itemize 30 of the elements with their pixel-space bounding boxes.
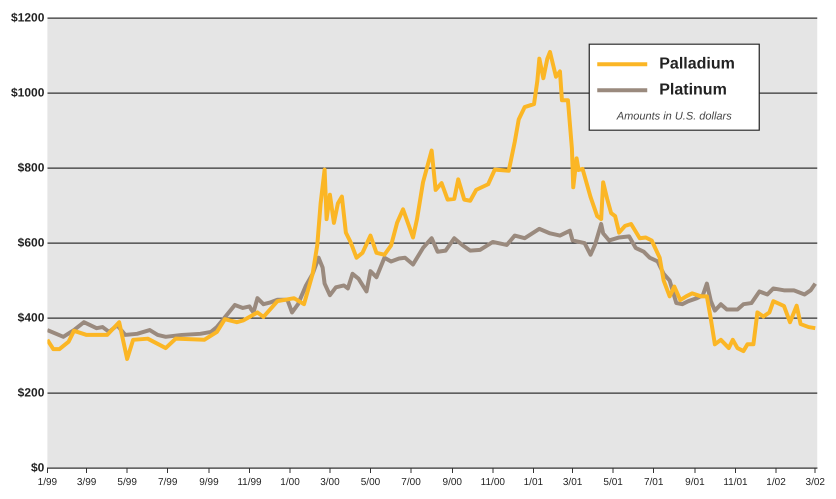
y-tick-label: $600 xyxy=(18,235,45,250)
x-tick-label: 11/99 xyxy=(237,476,262,488)
annotation: Amounts in U.S. dollars xyxy=(616,110,732,122)
x-tick-label: 3/01 xyxy=(562,476,583,488)
y-tick-label: $200 xyxy=(18,385,45,400)
x-tick-label: 7/00 xyxy=(401,476,422,488)
y-tick-label: $800 xyxy=(18,160,45,174)
x-tick-label: 1/01 xyxy=(524,476,544,488)
x-tick-label: 3/00 xyxy=(320,476,340,488)
x-tick-label: 7/99 xyxy=(158,476,178,488)
x-tick-label: 5/01 xyxy=(603,476,624,488)
y-tick-label: $400 xyxy=(18,310,45,324)
y-tick-label: $1200 xyxy=(10,10,45,25)
x-tick-label: 5/99 xyxy=(117,476,138,488)
y-tick-label: $1000 xyxy=(10,85,45,100)
x-tick-label: 9/00 xyxy=(442,476,462,488)
x-tick-label: 5/00 xyxy=(360,476,381,488)
x-tick-label: 3/02 xyxy=(806,476,826,488)
x-tick-label: 9/99 xyxy=(199,476,220,488)
y-tick-label: $0 xyxy=(31,460,45,474)
x-tick-label: 3/99 xyxy=(76,476,97,488)
x-tick-label: 1/02 xyxy=(766,476,786,488)
x-tick-label: 9/01 xyxy=(685,476,706,488)
legend-label: Platinum xyxy=(659,82,727,99)
x-tick-label: 1/00 xyxy=(280,476,300,488)
x-tick-label: 11/00 xyxy=(480,476,506,488)
legend-label: Palladium xyxy=(659,56,735,73)
x-tick-label: 11/01 xyxy=(723,476,748,488)
x-tick-label: 7/01 xyxy=(644,476,664,488)
x-tick-label: 1/99 xyxy=(38,476,58,488)
